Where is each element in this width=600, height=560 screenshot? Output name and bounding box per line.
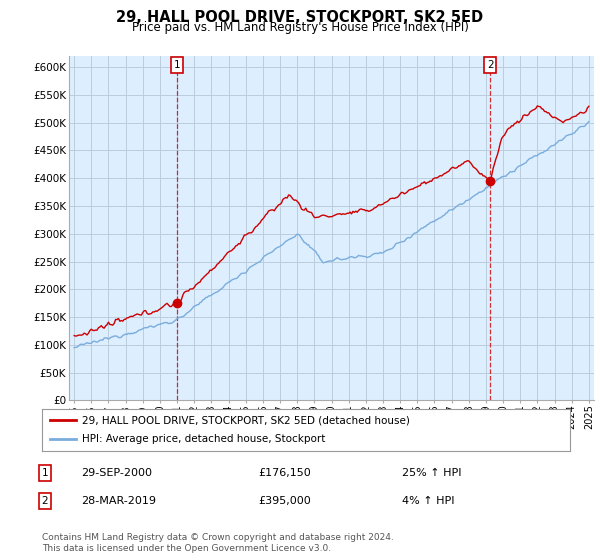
Text: 25% ↑ HPI: 25% ↑ HPI [402,468,461,478]
Text: 2: 2 [487,59,494,69]
Text: £395,000: £395,000 [258,496,311,506]
Text: 29, HALL POOL DRIVE, STOCKPORT, SK2 5ED: 29, HALL POOL DRIVE, STOCKPORT, SK2 5ED [116,10,484,25]
Text: 29, HALL POOL DRIVE, STOCKPORT, SK2 5ED (detached house): 29, HALL POOL DRIVE, STOCKPORT, SK2 5ED … [82,415,409,425]
Text: 2: 2 [41,496,49,506]
Text: Contains HM Land Registry data © Crown copyright and database right 2024.
This d: Contains HM Land Registry data © Crown c… [42,533,394,553]
Text: Price paid vs. HM Land Registry's House Price Index (HPI): Price paid vs. HM Land Registry's House … [131,21,469,34]
Text: 29-SEP-2000: 29-SEP-2000 [81,468,152,478]
Text: 28-MAR-2019: 28-MAR-2019 [81,496,156,506]
Text: 4% ↑ HPI: 4% ↑ HPI [402,496,455,506]
Text: 1: 1 [174,59,181,69]
Text: 1: 1 [41,468,49,478]
Text: HPI: Average price, detached house, Stockport: HPI: Average price, detached house, Stoc… [82,435,325,445]
Text: £176,150: £176,150 [258,468,311,478]
